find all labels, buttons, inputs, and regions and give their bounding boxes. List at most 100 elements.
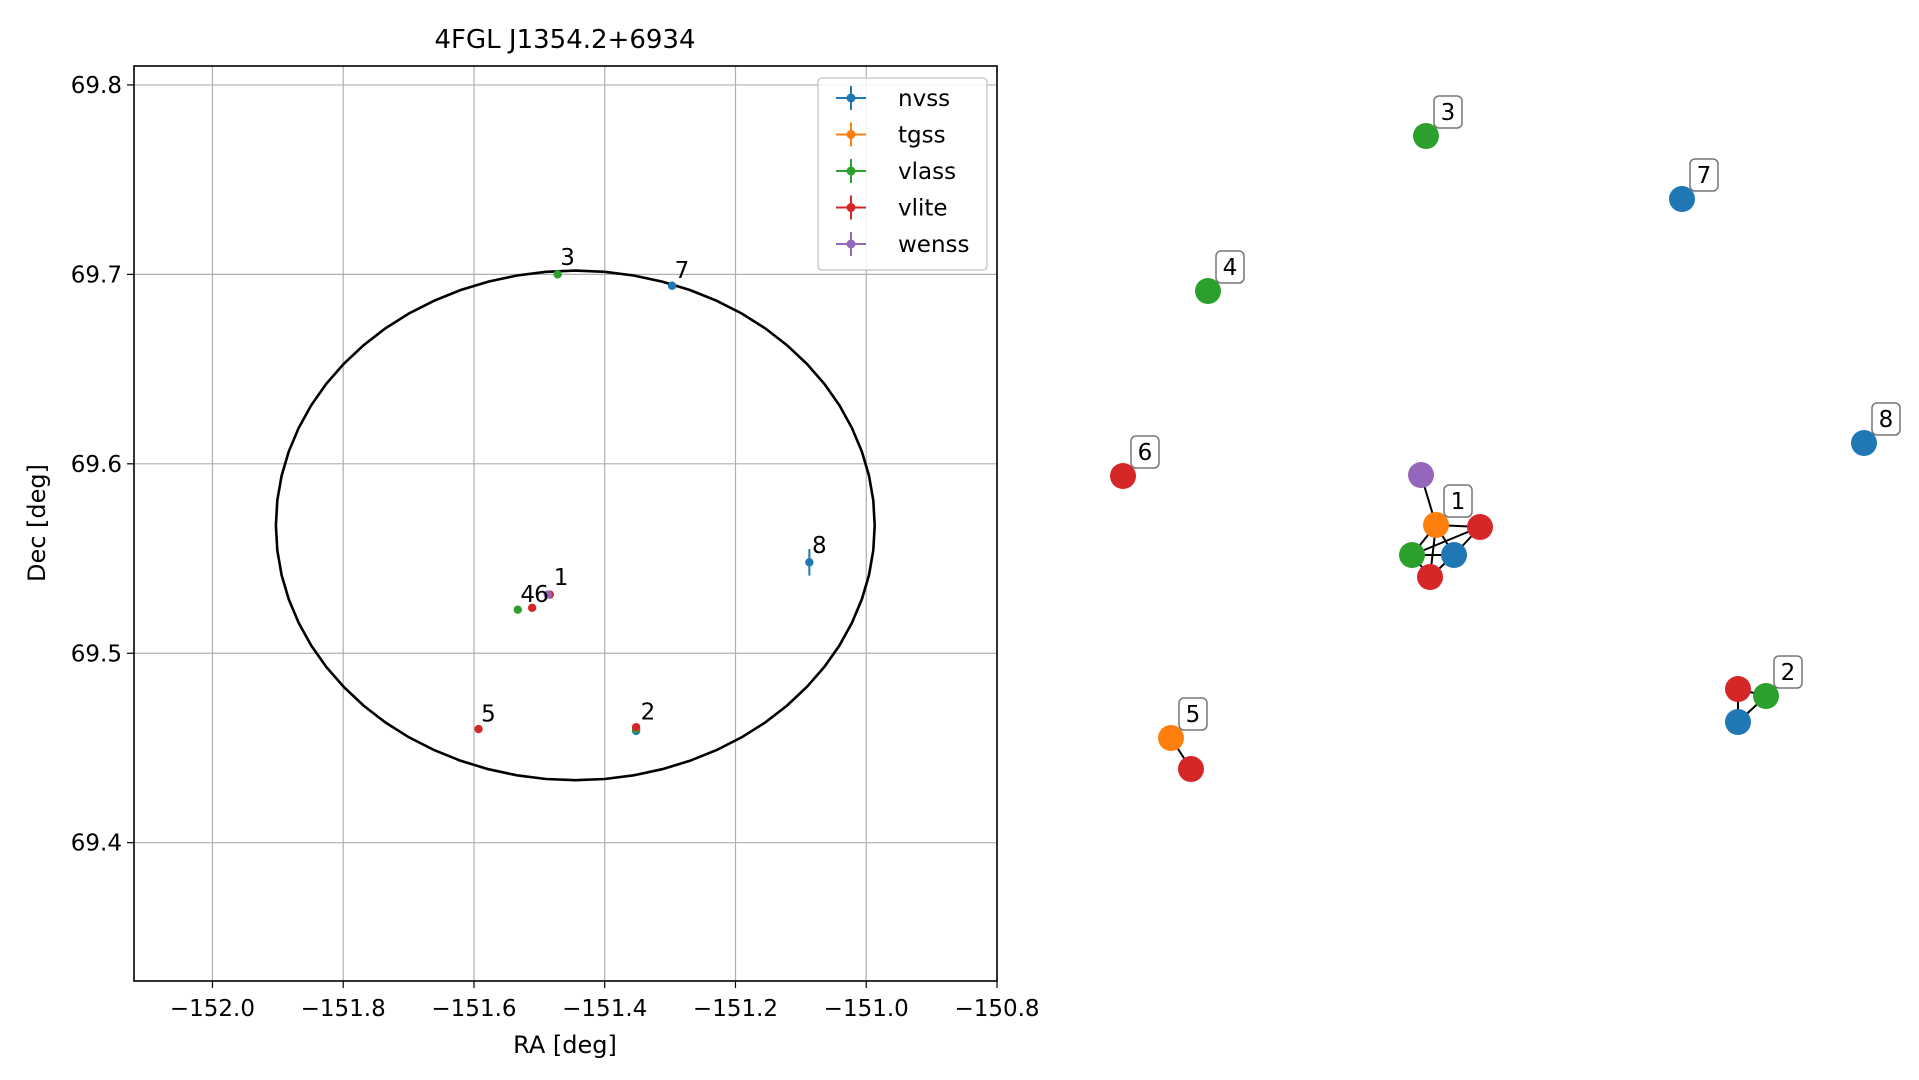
graph-node <box>1851 430 1877 456</box>
marker-label: 2 <box>641 700 656 726</box>
legend-label: wenss <box>898 232 970 258</box>
graph-label: 2 <box>1773 655 1803 689</box>
data-point-wenss <box>543 590 553 599</box>
legend: nvss tgss vlass vlite wenss <box>817 77 988 271</box>
graph-nodes <box>1110 123 1877 782</box>
graph-label-box <box>1178 697 1208 731</box>
graph-label-box <box>1433 95 1463 129</box>
x-tick-label: −152.0 <box>170 996 255 1022</box>
y-axis-ticks: 69.4 69.5 69.6 69.7 69.8 <box>71 73 134 857</box>
graph-node <box>1725 709 1751 735</box>
data-point-nvss <box>667 281 677 290</box>
data-point-nvss <box>805 558 814 567</box>
y-tick-label: 69.6 <box>71 452 122 478</box>
graph-node <box>1408 462 1434 488</box>
graph-edges <box>1170 474 1767 770</box>
legend-box <box>817 77 988 271</box>
graph-node <box>1195 278 1221 304</box>
x-axis-ticks: −152.0 −151.8 −151.6 −151.4 −151.2 −151.0 −150… <box>170 981 1040 1022</box>
graph-node <box>1399 542 1425 568</box>
graph-node <box>1669 186 1695 212</box>
marker-label: 4 <box>520 582 535 608</box>
graph-node <box>1467 514 1493 540</box>
graph-label-box <box>1871 402 1901 436</box>
legend-label: vlass <box>898 159 956 185</box>
graph-label-text: 2 <box>1781 660 1796 686</box>
marker-label: 7 <box>675 258 690 284</box>
data-point-vlite <box>631 722 641 732</box>
graph-node <box>1441 542 1467 568</box>
plot-frame <box>133 65 998 982</box>
marker-label: 3 <box>560 245 575 271</box>
legend-marker <box>846 239 856 249</box>
graph-label: 5 <box>1178 697 1208 731</box>
graph-label-text: 7 <box>1697 163 1712 189</box>
legend-entry-wenss: wenss <box>836 232 970 258</box>
graph-node <box>1417 564 1443 590</box>
x-tick-label: −151.8 <box>301 996 386 1022</box>
y-tick-label: 69.8 <box>71 73 122 99</box>
graph-node <box>1178 756 1204 782</box>
marker-label: 8 <box>812 533 827 559</box>
graph-node <box>1158 725 1184 751</box>
marker-label: 6 <box>534 582 549 608</box>
legend-entry-tgss: tgss <box>836 122 946 149</box>
y-tick-label: 69.4 <box>71 831 122 857</box>
legend-label: vlite <box>898 196 948 222</box>
legend-label: tgss <box>898 123 946 149</box>
x-axis-label: RA [deg] <box>513 1031 617 1059</box>
graph-label-text: 3 <box>1441 100 1456 126</box>
marker-label: 1 <box>554 565 569 591</box>
legend-entry-nvss: nvss <box>836 86 950 112</box>
legend-marker <box>846 130 856 139</box>
x-tick-label: −150.8 <box>954 996 1039 1022</box>
graph-label: 1 <box>1443 484 1473 518</box>
legend-entry-vlite: vlite <box>836 195 948 222</box>
error-ellipse <box>274 269 876 782</box>
graph-label-text: 5 <box>1186 702 1201 728</box>
x-tick-label: −151.2 <box>693 996 778 1022</box>
graph-label-box <box>1130 435 1160 469</box>
graph-node <box>1110 463 1136 489</box>
graph-label-box <box>1773 655 1803 689</box>
y-tick-label: 69.5 <box>71 641 122 667</box>
x-tick-label: −151.0 <box>824 996 909 1022</box>
graph-node <box>1725 676 1751 702</box>
marker-label: 5 <box>481 701 496 727</box>
data-point-vlass <box>513 605 522 614</box>
graph-label: 6 <box>1130 435 1160 469</box>
graph-label-text: 1 <box>1451 489 1466 515</box>
network-graph: 3 7 4 8 6 1 2 5 <box>1110 95 1901 782</box>
chart-title: 4FGL J1354.2+6934 <box>435 25 696 55</box>
legend-marker <box>846 203 856 212</box>
legend-marker <box>846 93 856 103</box>
graph-node <box>1423 512 1449 538</box>
x-tick-label: −151.6 <box>431 996 516 1022</box>
graph-label-text: 6 <box>1138 440 1153 466</box>
graph-node <box>1753 683 1779 709</box>
graph-label: 4 <box>1215 250 1245 284</box>
legend-entry-vlass: vlass <box>836 159 956 185</box>
graph-label-text: 4 <box>1223 255 1238 281</box>
y-axis-label: Dec [deg] <box>23 464 51 582</box>
data-point-vlite <box>474 724 483 734</box>
x-tick-label: −151.4 <box>562 996 647 1022</box>
data-point-vlass <box>553 270 562 279</box>
marker-labels: 1 2 3 4 6 5 7 8 <box>481 245 826 728</box>
graph-label-text: 8 <box>1879 407 1894 433</box>
y-tick-label: 69.7 <box>71 262 122 288</box>
legend-marker <box>846 166 856 176</box>
graph-label: 7 <box>1689 158 1719 192</box>
graph-node <box>1413 123 1439 149</box>
markers <box>474 270 814 736</box>
graph-label-box <box>1443 484 1473 518</box>
legend-label: nvss <box>898 86 950 112</box>
graph-label-box <box>1689 158 1719 192</box>
graph-labels: 3 7 4 8 6 1 2 5 <box>1130 95 1901 731</box>
error-ellipse-path <box>274 269 876 782</box>
graph-label-box <box>1215 250 1245 284</box>
data-point-vlite <box>527 603 537 613</box>
graph-label: 3 <box>1433 95 1463 129</box>
